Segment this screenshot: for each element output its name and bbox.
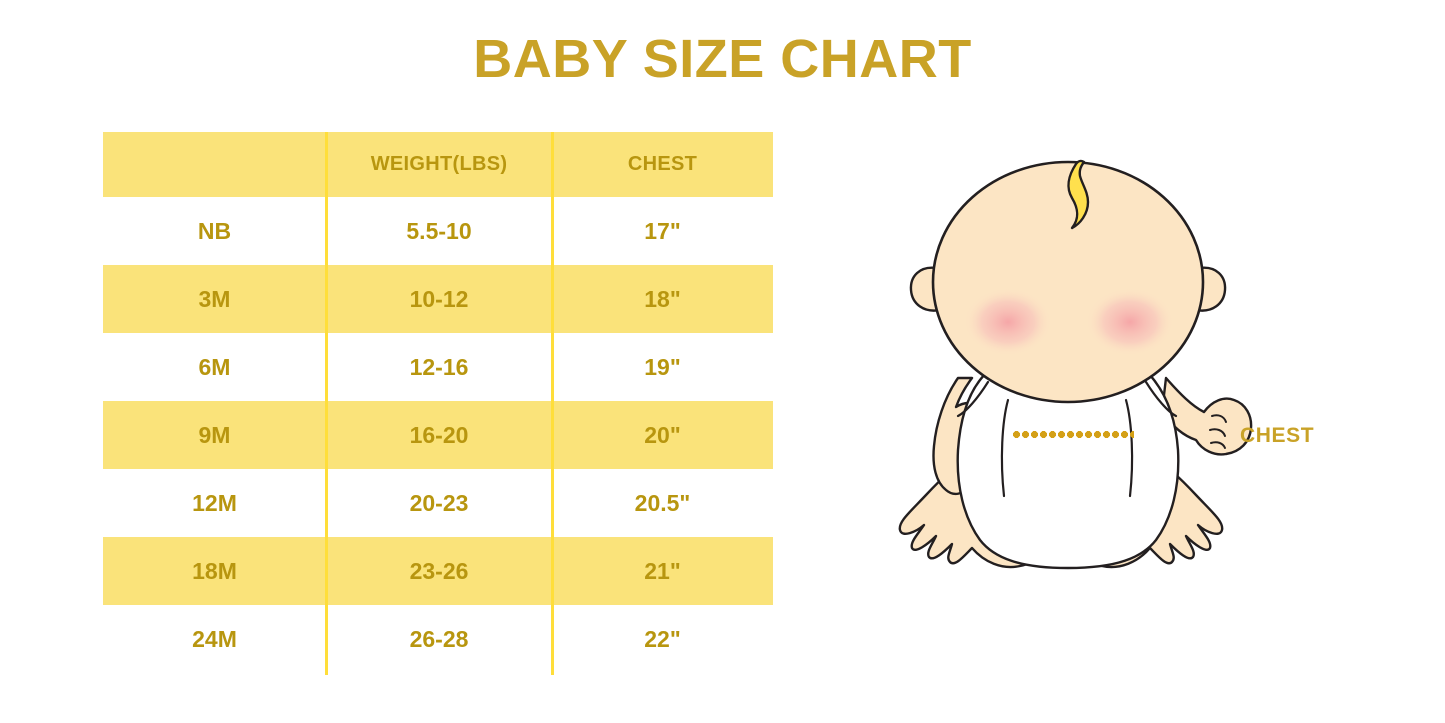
cell-size: 12M <box>192 489 237 516</box>
cell-weight: 5.5-10 <box>406 217 472 244</box>
baby-onesie-left-sleeve-seam <box>956 380 990 418</box>
cell-size: 9M <box>198 421 231 448</box>
chest-measure-label: CHEST <box>1240 424 1315 447</box>
cell-chest: 18" <box>644 285 681 312</box>
baby-illustration <box>880 150 1280 610</box>
table-header-weight: WEIGHT(LBS) <box>370 153 508 175</box>
cell-weight: 16-20 <box>409 421 469 448</box>
cell-size: 24M <box>192 625 237 652</box>
cell-chest: 20" <box>644 421 681 448</box>
baby-left-blush <box>964 288 1052 356</box>
page-title: BABY SIZE CHART <box>473 29 972 89</box>
table-header-chest: CHEST <box>627 153 698 175</box>
cell-weight: 26-28 <box>409 625 469 652</box>
cell-size: NB <box>197 217 232 244</box>
table-row: 24M 26-28 22" <box>103 605 773 673</box>
table-row: NB 5.5-10 17" <box>103 197 773 265</box>
baby-right-blush <box>1086 288 1174 356</box>
baby-head <box>931 160 1205 404</box>
baby-fist-knuckles <box>1209 414 1227 449</box>
cell-chest: 22" <box>644 625 681 652</box>
baby-onesie-right-sleeve-seam <box>1144 380 1178 418</box>
chest-measure-dotted-line <box>1012 431 1134 438</box>
baby-right-arm <box>1160 376 1253 456</box>
table-column-divider-1 <box>325 132 328 675</box>
table-header-size <box>103 132 326 197</box>
table-row: 3M 10-12 18" <box>103 265 773 333</box>
table-row: 6M 12-16 19" <box>103 333 773 401</box>
table-header-row: WEIGHT(LBS) CHEST <box>103 132 773 197</box>
table-row: 12M 20-23 20.5" <box>103 469 773 537</box>
cell-weight: 20-23 <box>409 489 469 516</box>
cell-weight: 12-16 <box>409 353 469 380</box>
table-row: 9M 16-20 20" <box>103 401 773 469</box>
baby-onesie-left-fold <box>1000 398 1010 498</box>
cell-weight: 23-26 <box>409 557 469 584</box>
cell-weight: 10-12 <box>409 285 469 312</box>
baby-onesie-right-fold <box>1124 398 1134 498</box>
table-column-divider-2 <box>551 132 554 675</box>
cell-chest: 17" <box>644 217 681 244</box>
cell-chest: 20.5" <box>634 489 691 516</box>
cell-size: 6M <box>198 353 231 380</box>
cell-chest: 19" <box>644 353 681 380</box>
cell-chest: 21" <box>644 557 681 584</box>
baby-hair-curl <box>1067 159 1090 230</box>
table-row: 18M 23-26 21" <box>103 537 773 605</box>
cell-size: 18M <box>192 557 237 584</box>
cell-size: 3M <box>198 285 231 312</box>
size-chart-table: WEIGHT(LBS) CHEST NB 5.5-10 17" 3M 10-12… <box>103 132 773 673</box>
